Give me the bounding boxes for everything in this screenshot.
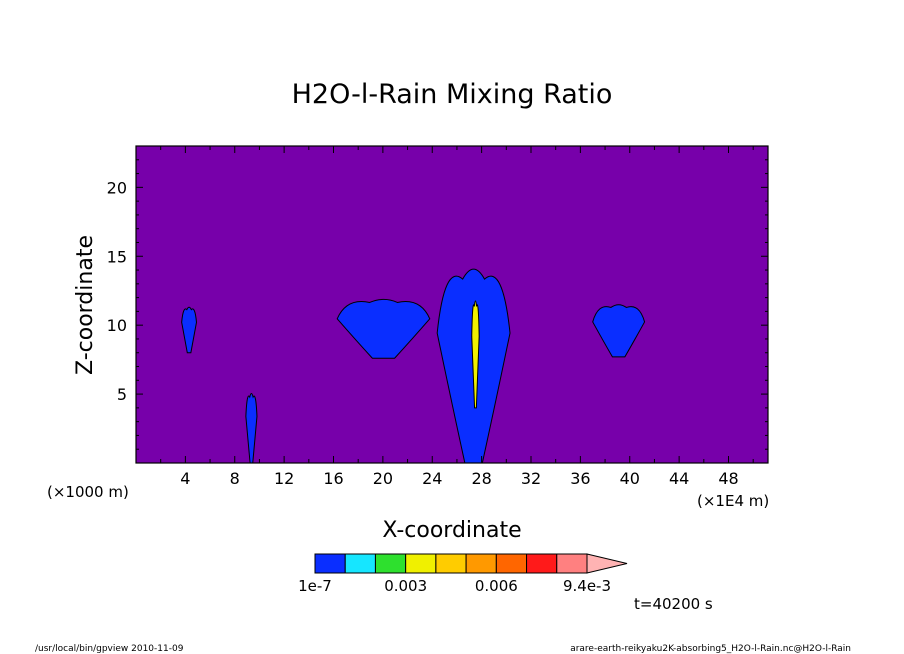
y-tick-label: 20 [107, 178, 127, 197]
colorbar-segment [344, 553, 376, 574]
colorbar-tick-label: 0.006 [475, 577, 518, 595]
x-tick-label: 44 [669, 469, 689, 488]
y-axis-label: Z-coordinate [73, 235, 98, 375]
rain-cells [181, 268, 646, 464]
x-tick-label: 4 [180, 469, 190, 488]
x-tick-label: 36 [570, 469, 590, 488]
colorbar-segment [435, 553, 467, 574]
y-tick-label: 10 [107, 316, 127, 335]
colorbar-arrow [586, 553, 628, 574]
footer-right: arare-earth-reikyaku2K-absorbing5_H2O-l-… [570, 644, 851, 654]
x-tick-label: 32 [521, 469, 541, 488]
x-unit-label: (×1E4 m) [697, 492, 769, 510]
x-tick-label: 8 [230, 469, 240, 488]
rain-cell [181, 306, 197, 354]
x-axis-label: X-coordinate [382, 518, 521, 543]
y-unit-label: (×1000 m) [47, 483, 129, 501]
colorbar-segment [526, 553, 558, 574]
y-axis-ticks: 5 10 15 20 [107, 159, 768, 450]
x-tick-label: 40 [620, 469, 640, 488]
plot-area [135, 145, 769, 464]
x-tick-label: 12 [274, 469, 294, 488]
colorbar-tick-label: 9.4e-3 [563, 577, 611, 595]
x-tick-label: 24 [422, 469, 442, 488]
colorbar-segment [465, 553, 497, 574]
y-tick-label: 15 [107, 247, 127, 266]
colorbar-segment [495, 553, 528, 574]
y-tick-label: 5 [117, 385, 127, 404]
rain-cell [245, 392, 258, 464]
x-tick-label: 16 [323, 469, 343, 488]
plot-frame [135, 145, 769, 464]
footer-left: /usr/local/bin/gpview 2010-11-09 [35, 644, 184, 654]
rain-cell [336, 298, 431, 359]
colorbar-tick-label: 1e-7 [298, 577, 332, 595]
rain-cell [471, 300, 480, 409]
x-tick-label: 48 [718, 469, 738, 488]
colorbar-segment [314, 553, 346, 574]
x-axis-ticks: 4 8 12 16 20 24 28 32 36 40 44 48 [160, 146, 754, 488]
colorbar-segment [556, 553, 588, 574]
colorbar [314, 553, 628, 574]
chart-title: H2O-l-Rain Mixing Ratio [292, 79, 613, 110]
x-tick-label: 20 [373, 469, 393, 488]
time-label: t=40200 s [634, 595, 713, 613]
colorbar-labels: 1e-7 0.003 0.006 9.4e-3 [298, 577, 611, 595]
colorbar-tick-label: 0.003 [384, 577, 427, 595]
rain-cell [592, 304, 646, 358]
colorbar-segment [374, 553, 407, 574]
colorbar-segment [405, 553, 437, 574]
x-tick-label: 28 [471, 469, 491, 488]
